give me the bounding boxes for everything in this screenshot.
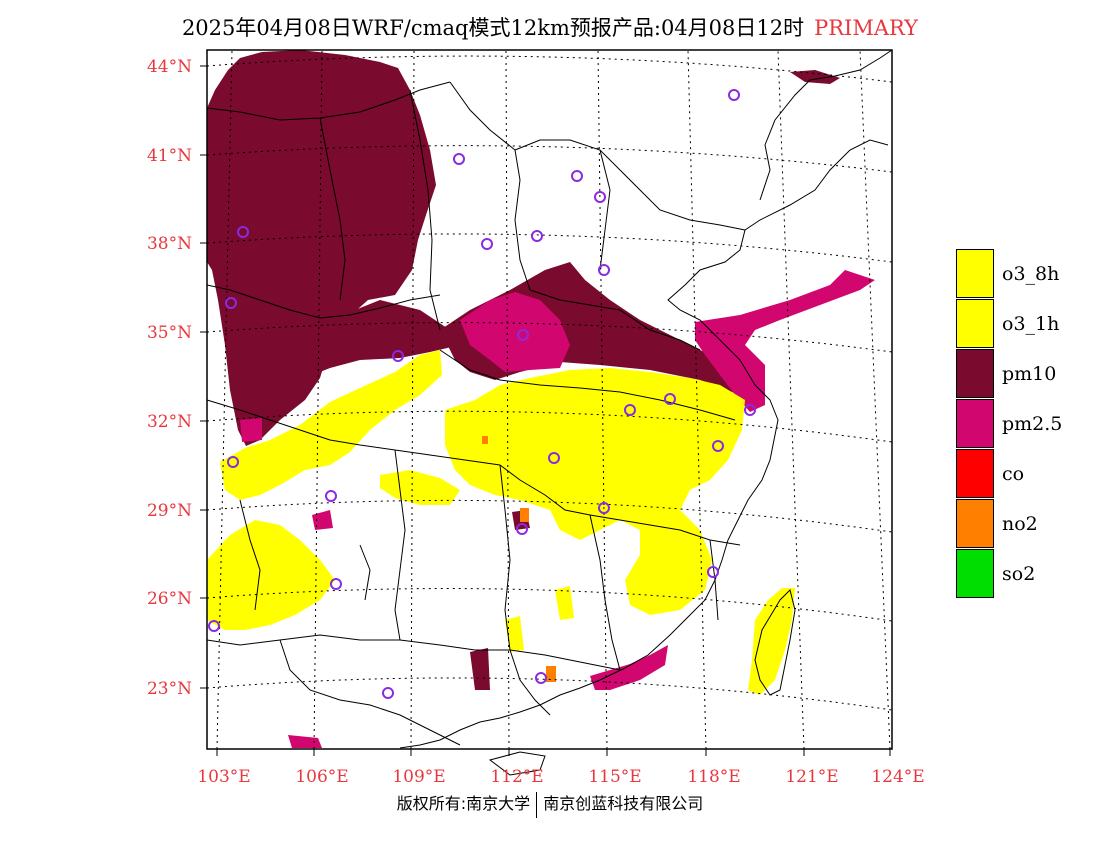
lon-label: 118°E <box>687 767 740 787</box>
legend-swatch <box>956 299 994 348</box>
lat-label: 32°N <box>147 412 192 432</box>
copyright-right: 南京创蓝科技有限公司 <box>543 794 704 813</box>
lon-label: 124°E <box>871 767 924 787</box>
o3-field <box>207 350 795 695</box>
lon-label: 109°E <box>392 767 445 787</box>
lat-label: 26°N <box>147 589 192 609</box>
legend-label: no2 <box>1002 513 1038 535</box>
copyright-footer: 版权所有:南京大学 南京创蓝科技有限公司 <box>0 790 1100 818</box>
station-markers <box>208 89 756 699</box>
lat-label: 23°N <box>147 679 192 699</box>
latitude-labels: 44°N 41°N 38°N 35°N 32°N 29°N 26°N 23°N <box>147 57 192 699</box>
legend-label: pm2.5 <box>1002 413 1063 435</box>
footer-divider <box>536 791 538 818</box>
legend-swatch <box>956 549 994 598</box>
lat-label: 44°N <box>147 57 192 77</box>
legend-label: o3_8h <box>1002 263 1060 285</box>
lat-label: 38°N <box>147 234 192 254</box>
map-title: 2025年04月08日WRF/cmaq模式12km预报产品:04月08日12时 P… <box>0 12 1100 42</box>
title-text: 2025年04月08日WRF/cmaq模式12km预报产品:04月08日12时 <box>181 16 805 40</box>
legend-label: co <box>1002 463 1025 485</box>
legend-label: so2 <box>1002 563 1036 585</box>
legend-item-o3-8h: o3_8h <box>956 249 1096 299</box>
lat-label: 35°N <box>147 323 192 343</box>
legend-swatch <box>956 249 994 298</box>
coastline <box>399 49 893 776</box>
legend-swatch <box>956 499 994 548</box>
legend-swatch <box>956 449 994 498</box>
lon-label: 106°E <box>295 767 348 787</box>
graticule <box>206 49 893 750</box>
no2-field <box>482 436 556 682</box>
map-frame <box>206 49 893 750</box>
legend-item-pm25: pm2.5 <box>956 399 1096 449</box>
legend-item-so2: so2 <box>956 549 1096 599</box>
legend-label: o3_1h <box>1002 313 1060 335</box>
legend-label: pm10 <box>1002 363 1057 385</box>
lat-label: 29°N <box>147 501 192 521</box>
axis-ticks <box>200 65 891 756</box>
title-tag: PRIMARY <box>814 16 919 40</box>
lon-label: 103°E <box>197 767 250 787</box>
boundary-lines <box>206 81 746 746</box>
legend-item-no2: no2 <box>956 499 1096 549</box>
legend-item-o3-1h: o3_1h <box>956 299 1096 349</box>
legend: o3_8h o3_1h pm10 pm2.5 co no2 so2 <box>956 249 1096 599</box>
legend-swatch <box>956 399 994 448</box>
lon-label: 112°E <box>490 767 543 787</box>
legend-item-pm10: pm10 <box>956 349 1096 399</box>
pm25-field <box>240 270 875 748</box>
copyright-left: 版权所有:南京大学 <box>396 794 531 813</box>
legend-swatch <box>956 349 994 398</box>
longitude-labels: 103°E 106°E 109°E 112°E 115°E 118°E 121°… <box>197 767 924 787</box>
lon-label: 121°E <box>785 767 838 787</box>
legend-item-co: co <box>956 449 1096 499</box>
lon-label: 115°E <box>588 767 641 787</box>
lat-label: 41°N <box>147 146 192 166</box>
